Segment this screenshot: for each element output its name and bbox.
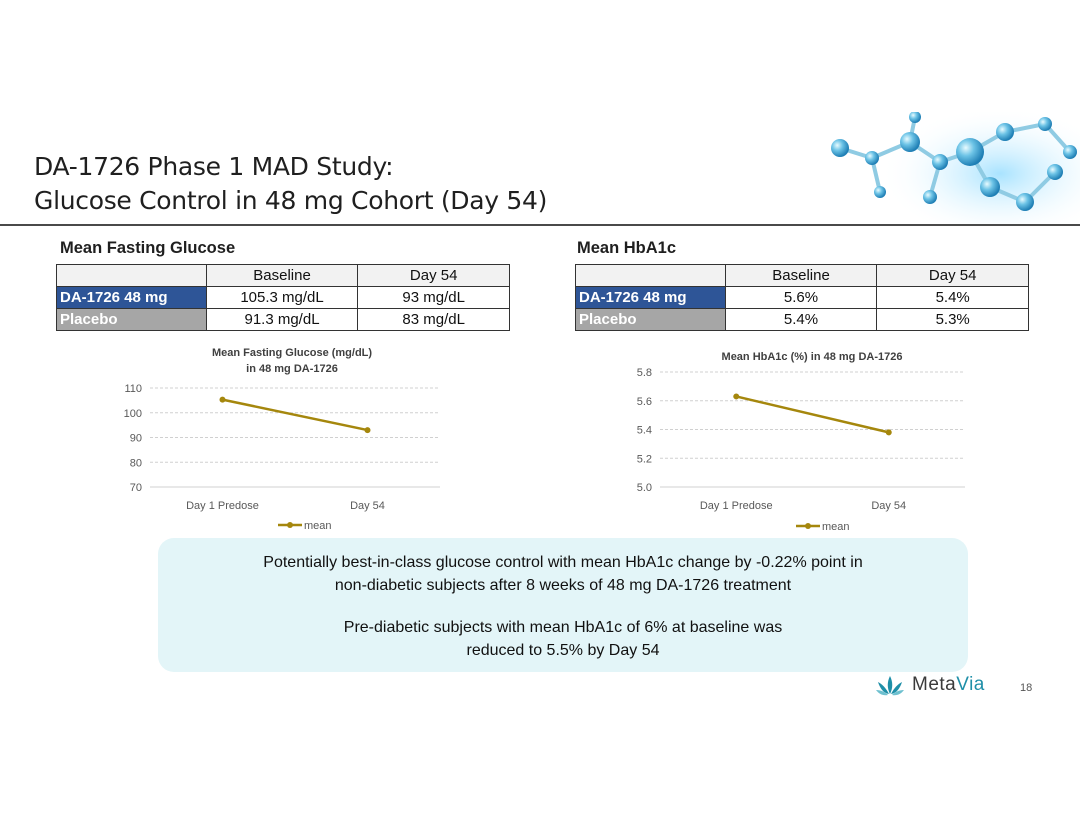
- key-findings-callout: Potentially best-in-class glucose contro…: [158, 538, 968, 672]
- chart-title: Mean Fasting Glucose (mg/dL): [212, 347, 372, 359]
- y-tick-label: 5.6: [637, 396, 652, 408]
- data-point: [733, 393, 740, 400]
- chart-title: in 48 mg DA-1726: [246, 363, 338, 375]
- x-tick-label: Day 54: [871, 500, 906, 512]
- y-tick-label: 5.0: [637, 482, 652, 494]
- table-cell: 105.3 mg/dL: [205, 286, 359, 309]
- molecule-illustration: [831, 112, 1080, 224]
- table-row: DA-1726 48 mg 105.3 mg/dL 93 mg/dL: [56, 286, 510, 309]
- table-cell: 5.3%: [876, 308, 1029, 331]
- fasting-section-title: Mean Fasting Glucose: [60, 239, 236, 257]
- page-number: 18: [1020, 682, 1033, 694]
- logo-text-via: Via: [956, 674, 985, 695]
- row-label-placebo: Placebo: [56, 308, 207, 331]
- title-divider: [0, 224, 1080, 226]
- hba1c-table: Baseline Day 54 DA-1726 48 mg 5.6% 5.4% …: [575, 264, 1029, 331]
- table-header-cell: Day 54: [876, 264, 1029, 287]
- x-tick-label: Day 54: [350, 500, 385, 512]
- hba1c-section-title: Mean HbA1c: [577, 239, 677, 257]
- y-tick-label: 70: [130, 482, 142, 494]
- data-point: [885, 429, 892, 436]
- callout-paragraph-2: Pre-diabetic subjects with mean HbA1c of…: [158, 616, 968, 662]
- metavia-logo-icon: [876, 676, 904, 696]
- slide-title-line-2: Glucose Control in 48 mg Cohort (Day 54): [34, 186, 548, 215]
- y-tick-label: 5.4: [637, 425, 652, 437]
- table-cell: 5.4%: [724, 308, 878, 331]
- slide-title: DA-1726 Phase 1 MAD Study: Glucose Contr…: [34, 150, 547, 218]
- legend-marker: [805, 523, 811, 529]
- x-tick-label: Day 1 Predose: [186, 500, 259, 512]
- row-label-drug: DA-1726 48 mg: [56, 286, 207, 309]
- table-header-cell: Baseline: [205, 264, 359, 287]
- table-header-cell: Baseline: [724, 264, 878, 287]
- chart-title: Mean HbA1c (%) in 48 mg DA-1726: [722, 351, 903, 363]
- data-point: [219, 396, 226, 403]
- row-label-drug: DA-1726 48 mg: [575, 286, 726, 309]
- table-header-cell: Day 54: [357, 264, 510, 287]
- y-tick-label: 5.8: [637, 367, 652, 379]
- table-header-row: Baseline Day 54: [56, 264, 510, 287]
- table-cell: 93 mg/dL: [357, 286, 510, 309]
- logo-text-meta: Meta: [912, 674, 957, 695]
- legend-label: mean: [304, 520, 332, 532]
- table-cell: 91.3 mg/dL: [205, 308, 359, 331]
- series-line: [222, 398, 368, 432]
- metavia-logo-text: MetaVia: [912, 674, 985, 696]
- callout-paragraph-1: Potentially best-in-class glucose contro…: [158, 551, 968, 597]
- legend-marker: [287, 522, 293, 528]
- series-line: [735, 395, 890, 434]
- callout-line: Potentially best-in-class glucose contro…: [263, 554, 863, 571]
- table-cell: 83 mg/dL: [357, 308, 510, 331]
- hba1c-chart: Mean HbA1c (%) in 48 mg DA-1726 5.0 5.2 5.4…: [637, 351, 965, 533]
- legend-label: mean: [822, 521, 850, 533]
- callout-line: reduced to 5.5% by Day 54: [466, 642, 660, 659]
- slide-title-line-1: DA-1726 Phase 1 MAD Study:: [34, 152, 394, 181]
- x-tick-label: Day 1 Predose: [700, 500, 773, 512]
- fasting-glucose-chart: Mean Fasting Glucose (mg/dL) in 48 mg DA-…: [124, 347, 440, 532]
- y-tick-label: 100: [124, 408, 142, 420]
- table-row: Placebo 5.4% 5.3%: [575, 308, 1029, 331]
- callout-line: non-diabetic subjects after 8 weeks of 4…: [334, 577, 792, 594]
- table-header-cell: [575, 264, 726, 287]
- y-tick-label: 110: [124, 383, 142, 395]
- table-cell: 5.4%: [876, 286, 1029, 309]
- data-point: [364, 427, 371, 434]
- table-header-row: Baseline Day 54: [575, 264, 1029, 287]
- y-tick-label: 90: [130, 433, 142, 445]
- table-cell: 5.6%: [724, 286, 878, 309]
- table-row: DA-1726 48 mg 5.6% 5.4%: [575, 286, 1029, 309]
- row-label-placebo: Placebo: [575, 308, 726, 331]
- table-row: Placebo 91.3 mg/dL 83 mg/dL: [56, 308, 510, 331]
- y-tick-label: 80: [130, 457, 142, 469]
- y-tick-label: 5.2: [637, 453, 652, 465]
- table-header-cell: [56, 264, 207, 287]
- callout-line: Pre-diabetic subjects with mean HbA1c of…: [343, 619, 783, 636]
- fasting-glucose-table: Baseline Day 54 DA-1726 48 mg 105.3 mg/d…: [56, 264, 510, 331]
